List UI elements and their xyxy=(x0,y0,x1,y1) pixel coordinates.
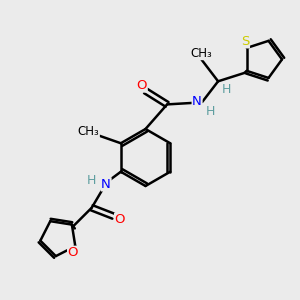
Text: CH₃: CH₃ xyxy=(191,46,212,60)
Text: N: N xyxy=(192,95,202,108)
Text: H: H xyxy=(87,174,96,187)
Text: O: O xyxy=(68,246,78,259)
Text: O: O xyxy=(136,79,147,92)
Text: H: H xyxy=(222,83,231,96)
Text: N: N xyxy=(101,178,111,191)
Text: H: H xyxy=(205,105,215,118)
Text: CH₃: CH₃ xyxy=(77,125,99,138)
Text: O: O xyxy=(115,213,125,226)
Text: S: S xyxy=(241,35,249,48)
